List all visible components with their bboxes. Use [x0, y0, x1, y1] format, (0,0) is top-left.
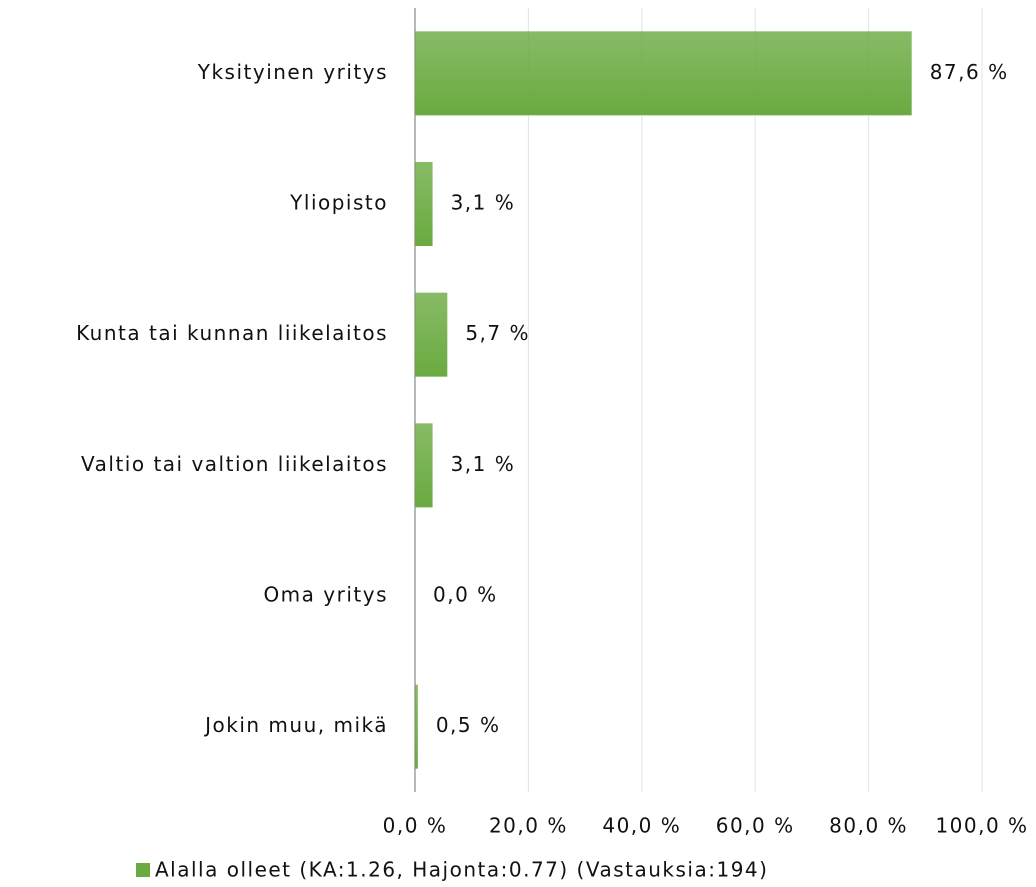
x-tick-label: 40,0 % — [602, 814, 681, 838]
y-tick-label: Yliopisto — [289, 191, 388, 215]
data-label: 0,0 % — [433, 583, 498, 607]
bar — [415, 684, 418, 769]
data-label: 87,6 % — [930, 60, 1009, 84]
data-label: 0,5 % — [436, 713, 501, 737]
y-tick-label: Kunta tai kunnan liikelaitos — [76, 321, 388, 345]
x-tick-label: 60,0 % — [716, 814, 795, 838]
x-tick-label: 80,0 % — [829, 814, 908, 838]
x-tick-label: 100,0 % — [935, 814, 1028, 838]
bar — [415, 292, 448, 377]
bar — [415, 423, 433, 508]
legend-label: Alalla olleet (KA:1.26, Hajonta:0.77) (V… — [155, 858, 768, 882]
data-label: 5,7 % — [465, 321, 530, 345]
legend-swatch — [136, 863, 150, 877]
x-tick-label: 0,0 % — [383, 814, 448, 838]
bar — [415, 162, 433, 246]
x-tick-label: 20,0 % — [489, 814, 568, 838]
data-label: 3,1 % — [451, 191, 516, 215]
data-label: 3,1 % — [451, 452, 516, 476]
y-tick-label: Yksityinen yritys — [197, 60, 388, 84]
y-tick-label: Valtio tai valtion liikelaitos — [81, 452, 388, 476]
y-tick-label: Jokin muu, mikä — [203, 713, 388, 737]
bar — [415, 31, 912, 116]
y-tick-label: Oma yritys — [263, 583, 388, 607]
